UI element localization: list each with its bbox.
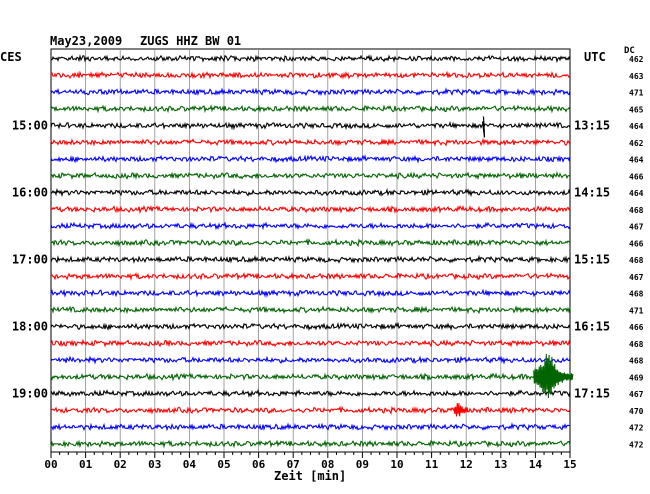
hour-label-left: 15:00 <box>12 119 48 133</box>
x-tick-label: 03 <box>148 458 161 471</box>
trace-row <box>50 104 571 114</box>
x-tick-label: 06 <box>252 458 266 471</box>
dc-value: 463 <box>629 72 644 81</box>
dc-value: 467 <box>629 273 644 282</box>
trace-row <box>50 154 571 164</box>
x-tick-label: 02 <box>114 458 127 471</box>
trace-row <box>50 338 571 348</box>
hour-label-right: 13:15 <box>574 119 610 133</box>
dc-value: 462 <box>629 55 644 64</box>
trace-row <box>50 305 571 315</box>
trace-row <box>50 439 571 449</box>
dc-value: 469 <box>629 373 644 382</box>
trace-row <box>50 288 571 298</box>
hour-label-left: 17:00 <box>12 253 48 267</box>
trace-row <box>50 187 571 198</box>
trace-row <box>50 271 571 281</box>
dc-value: 465 <box>629 105 644 114</box>
trace-row <box>50 121 571 131</box>
dc-value: 466 <box>629 172 644 181</box>
hour-label-left: 16:00 <box>12 186 48 200</box>
x-tick-label: 12 <box>460 458 473 471</box>
trace-row <box>50 254 571 264</box>
dc-value: 468 <box>629 256 644 265</box>
dc-value: 464 <box>629 189 644 198</box>
x-axis-label: Zeit [min] <box>274 469 347 483</box>
event-burst <box>453 403 469 417</box>
dc-value: 466 <box>629 239 644 248</box>
x-tick-label: 01 <box>79 458 93 471</box>
trace-row <box>50 204 571 215</box>
x-tick-label: 04 <box>183 458 197 471</box>
trace-row <box>50 87 571 97</box>
hour-label-right: 16:15 <box>574 320 610 334</box>
x-tick-label: 14 <box>529 458 543 471</box>
event-spike <box>481 116 486 138</box>
dc-value: 464 <box>629 156 644 165</box>
trace-row <box>50 221 571 231</box>
trace-row <box>50 372 571 382</box>
x-tick-label: 00 <box>44 458 57 471</box>
trace-row <box>50 70 571 80</box>
hour-label-right: 17:15 <box>574 387 610 401</box>
dc-value: 468 <box>629 206 644 215</box>
trace-row <box>50 53 571 64</box>
hour-label-left: 19:00 <box>12 387 48 401</box>
x-tick-label: 13 <box>494 458 507 471</box>
dc-value: 471 <box>629 306 644 315</box>
x-tick-label: 09 <box>356 458 369 471</box>
hour-label-left: 18:00 <box>12 320 48 334</box>
dc-value: 466 <box>629 323 644 332</box>
x-tick-label: 08 <box>321 458 334 471</box>
trace-row <box>50 321 571 332</box>
hour-label-right: 14:15 <box>574 186 610 200</box>
x-tick-label: 07 <box>287 458 300 471</box>
left-timezone: CES <box>0 50 22 64</box>
dc-value: 462 <box>629 139 644 148</box>
station-id: ZUGS HHZ BW 01 <box>140 34 242 48</box>
dc-value: 472 <box>629 440 644 449</box>
dc-value: 464 <box>629 122 644 131</box>
dc-value: 468 <box>629 290 644 299</box>
dc-value: 468 <box>629 357 644 366</box>
record-date: May23,2009 <box>50 34 123 48</box>
dc-value: 470 <box>629 407 644 416</box>
x-tick-label: 10 <box>390 458 403 471</box>
x-tick-label: 05 <box>217 458 230 471</box>
trace-row <box>50 355 571 365</box>
trace-row <box>50 171 571 181</box>
x-tick-label: 15 <box>563 458 576 471</box>
x-tick-label: 11 <box>425 458 439 471</box>
trace-row <box>50 238 571 248</box>
dc-value: 471 <box>629 89 644 98</box>
trace-row <box>50 405 571 415</box>
dc-value: 467 <box>629 223 644 232</box>
dc-header: DC <box>624 46 635 56</box>
trace-row <box>50 137 571 147</box>
right-timezone: UTC <box>584 50 606 64</box>
dc-value: 468 <box>629 340 644 349</box>
dc-value: 472 <box>629 424 644 433</box>
hour-label-right: 15:15 <box>574 253 610 267</box>
event-quake <box>533 353 574 399</box>
trace-row <box>50 422 571 432</box>
trace-row <box>50 388 571 398</box>
dc-value: 467 <box>629 390 644 399</box>
